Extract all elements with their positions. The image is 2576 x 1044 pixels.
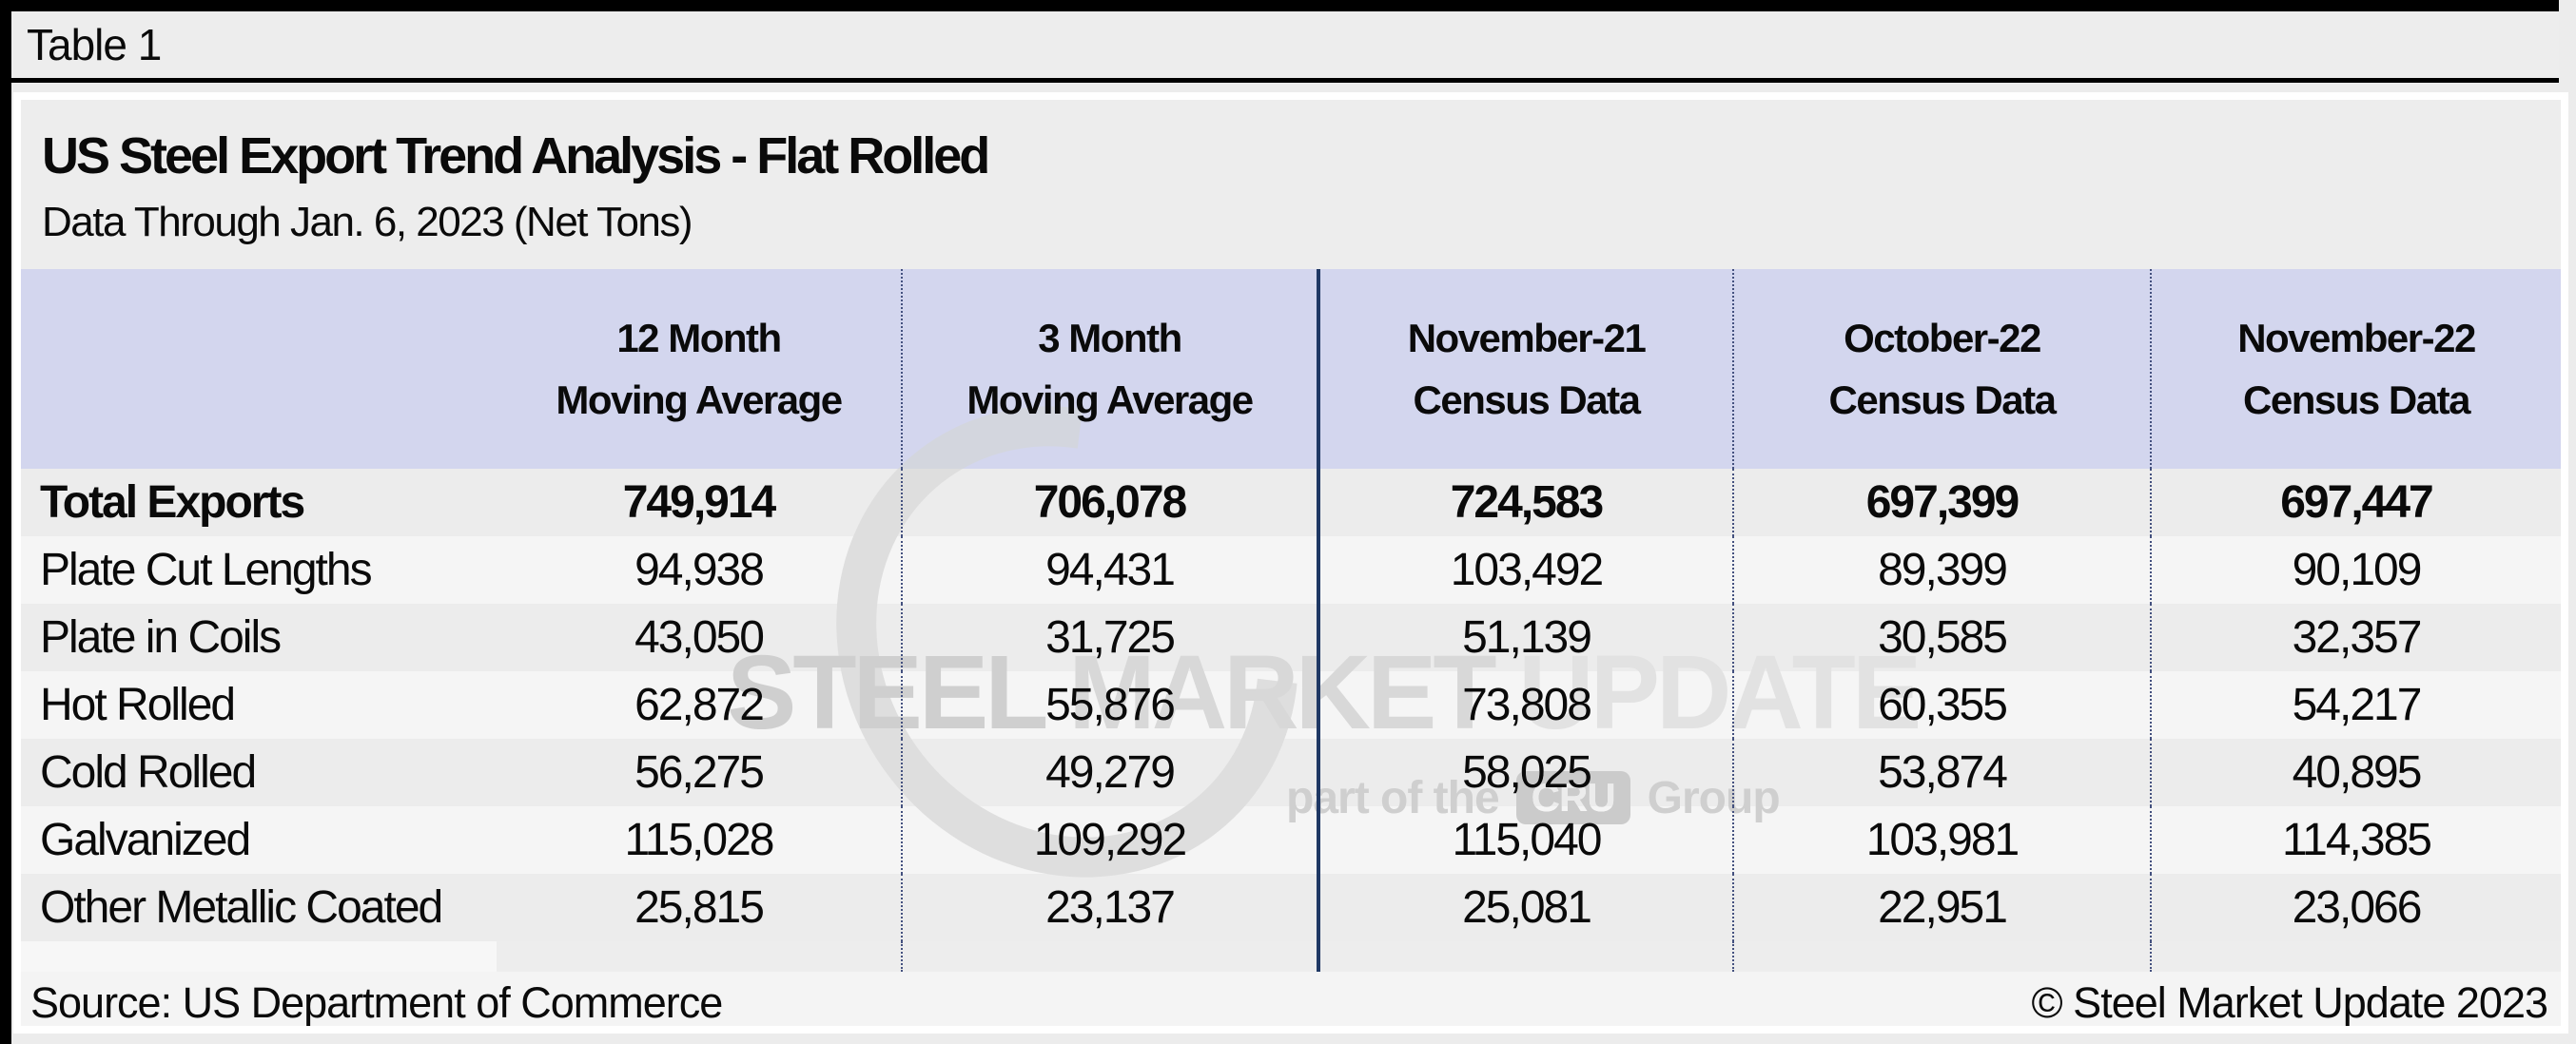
value-cell: 697,399 bbox=[1732, 469, 2151, 536]
column-header: November-21 Census Data bbox=[1317, 269, 1733, 469]
value-cell: 94,938 bbox=[497, 536, 902, 604]
table-row: Plate Cut Lengths 94,938 94,431 103,492 89,3… bbox=[21, 536, 2561, 604]
value-cell: 53,874 bbox=[1732, 739, 2151, 806]
spacer-cell bbox=[21, 941, 497, 972]
value-cell: 94,431 bbox=[901, 536, 1318, 604]
spacer-cell bbox=[1732, 941, 2151, 972]
value-cell: 40,895 bbox=[2150, 739, 2561, 806]
value-cell: 115,040 bbox=[1317, 806, 1733, 874]
value-cell: 89,399 bbox=[1732, 536, 2151, 604]
value-cell: 60,355 bbox=[1732, 671, 2151, 739]
table-header-row: 12 Month Moving Average 3 Month Moving Aver… bbox=[21, 269, 2561, 469]
spacer-cell bbox=[1317, 941, 1733, 972]
column-header-line2: Census Data bbox=[1828, 377, 2057, 422]
spacer-cell bbox=[497, 941, 902, 972]
column-header-line1: November-22 bbox=[2237, 315, 2476, 360]
row-label-column-header bbox=[21, 269, 497, 469]
value-cell: 115,028 bbox=[497, 806, 902, 874]
value-cell: 58,025 bbox=[1317, 739, 1733, 806]
column-header: November-22 Census Data bbox=[2150, 269, 2561, 469]
table-footer: Source: US Department of Commerce © Stee… bbox=[21, 972, 2561, 1026]
value-cell: 25,815 bbox=[497, 874, 902, 941]
column-header-line1: November-21 bbox=[1407, 315, 1647, 360]
column-header-line1: 3 Month bbox=[1038, 315, 1182, 360]
row-label: Hot Rolled bbox=[21, 671, 497, 739]
value-cell: 103,492 bbox=[1317, 536, 1733, 604]
table-row: Total Exports 749,914 706,078 724,583 697,39… bbox=[21, 469, 2561, 536]
value-cell: 55,876 bbox=[901, 671, 1318, 739]
row-label: Cold Rolled bbox=[21, 739, 497, 806]
value-cell: 43,050 bbox=[497, 604, 902, 671]
row-label: Galvanized bbox=[21, 806, 497, 874]
column-header: 12 Month Moving Average bbox=[497, 269, 902, 469]
column-header-line1: October-22 bbox=[1844, 315, 2041, 360]
row-label: Total Exports bbox=[21, 469, 497, 536]
value-cell: 73,808 bbox=[1317, 671, 1733, 739]
column-header-line2: Moving Average bbox=[966, 377, 1254, 422]
table-row: Plate in Coils 43,050 31,725 51,139 30,585 32… bbox=[21, 604, 2561, 671]
figure-title: US Steel Export Trend Analysis - Flat Ro… bbox=[42, 127, 990, 184]
column-header-line2: Census Data bbox=[1413, 377, 1641, 422]
value-cell: 25,081 bbox=[1317, 874, 1733, 941]
value-cell: 109,292 bbox=[901, 806, 1318, 874]
value-cell: 114,385 bbox=[2150, 806, 2561, 874]
column-header: October-22 Census Data bbox=[1732, 269, 2151, 469]
table-header: 12 Month Moving Average 3 Month Moving Aver… bbox=[21, 269, 2561, 469]
figure-subtitle: Data Through Jan. 6, 2023 (Net Tons) bbox=[42, 199, 693, 245]
table-row: Other Metallic Coated 25,815 23,137 25,081 2… bbox=[21, 874, 2561, 941]
table-body: Total Exports 749,914 706,078 724,583 697,39… bbox=[21, 469, 2561, 972]
table-row: Galvanized 115,028 109,292 115,040 103,981 11… bbox=[21, 806, 2561, 874]
table-caption: Table 1 bbox=[27, 20, 162, 69]
value-cell: 54,217 bbox=[2150, 671, 2561, 739]
value-cell: 49,279 bbox=[901, 739, 1318, 806]
value-cell: 32,357 bbox=[2150, 604, 2561, 671]
column-header-line2: Census Data bbox=[2243, 377, 2470, 422]
outer-frame-top bbox=[0, 0, 2559, 11]
row-label: Other Metallic Coated bbox=[21, 874, 497, 941]
value-cell: 103,981 bbox=[1732, 806, 2151, 874]
figure-panel: US Steel Export Trend Analysis - Flat Ro… bbox=[13, 92, 2568, 1034]
column-header: 3 Month Moving Average bbox=[901, 269, 1318, 469]
spacer-cell bbox=[2150, 941, 2561, 972]
column-header-line1: 12 Month bbox=[616, 315, 782, 360]
value-cell: 697,447 bbox=[2150, 469, 2561, 536]
table-row: Hot Rolled 62,872 55,876 73,808 60,355 54,217 bbox=[21, 671, 2561, 739]
row-label: Plate Cut Lengths bbox=[21, 536, 497, 604]
value-cell: 30,585 bbox=[1732, 604, 2151, 671]
spacer-row bbox=[21, 941, 2561, 972]
value-cell: 23,137 bbox=[901, 874, 1318, 941]
copyright-note: © Steel Market Update 2023 bbox=[2031, 978, 2548, 1026]
column-header-line2: Moving Average bbox=[556, 377, 843, 422]
export-data-table: 12 Month Moving Average 3 Month Moving Aver… bbox=[21, 269, 2561, 972]
value-cell: 56,275 bbox=[497, 739, 902, 806]
value-cell: 90,109 bbox=[2150, 536, 2561, 604]
value-cell: 23,066 bbox=[2150, 874, 2561, 941]
value-cell: 749,914 bbox=[497, 469, 902, 536]
table-caption-bar: Table 1 bbox=[11, 11, 2559, 83]
source-note: Source: US Department of Commerce bbox=[30, 978, 723, 1026]
table-row: Cold Rolled 56,275 49,279 58,025 53,874 40,89… bbox=[21, 739, 2561, 806]
figure-panel-inner: US Steel Export Trend Analysis - Flat Ro… bbox=[21, 100, 2561, 1026]
spacer-cell bbox=[901, 941, 1318, 972]
value-cell: 51,139 bbox=[1317, 604, 1733, 671]
value-cell: 22,951 bbox=[1732, 874, 2151, 941]
value-cell: 706,078 bbox=[901, 469, 1318, 536]
value-cell: 31,725 bbox=[901, 604, 1318, 671]
outer-frame-left bbox=[0, 0, 11, 1044]
value-cell: 724,583 bbox=[1317, 469, 1733, 536]
value-cell: 62,872 bbox=[497, 671, 902, 739]
row-label: Plate in Coils bbox=[21, 604, 497, 671]
